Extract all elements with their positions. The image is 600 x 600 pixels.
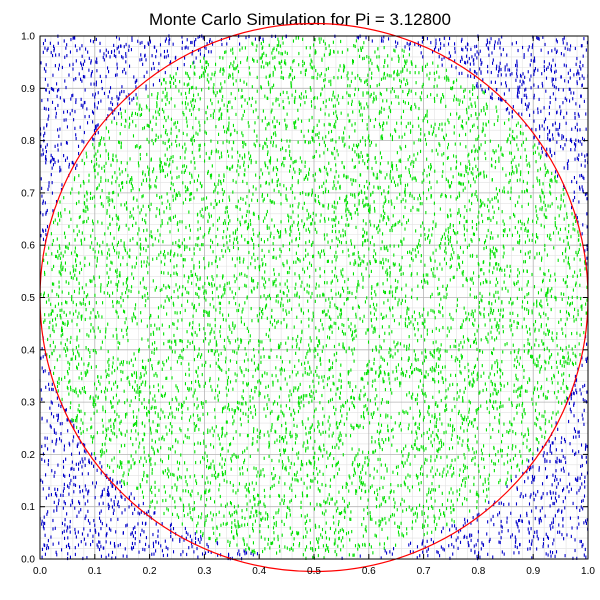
grid-layer <box>40 36 588 559</box>
chart-title: Monte Carlo Simulation for Pi = 3.12800 <box>149 10 451 29</box>
scatter-points <box>39 34 589 561</box>
